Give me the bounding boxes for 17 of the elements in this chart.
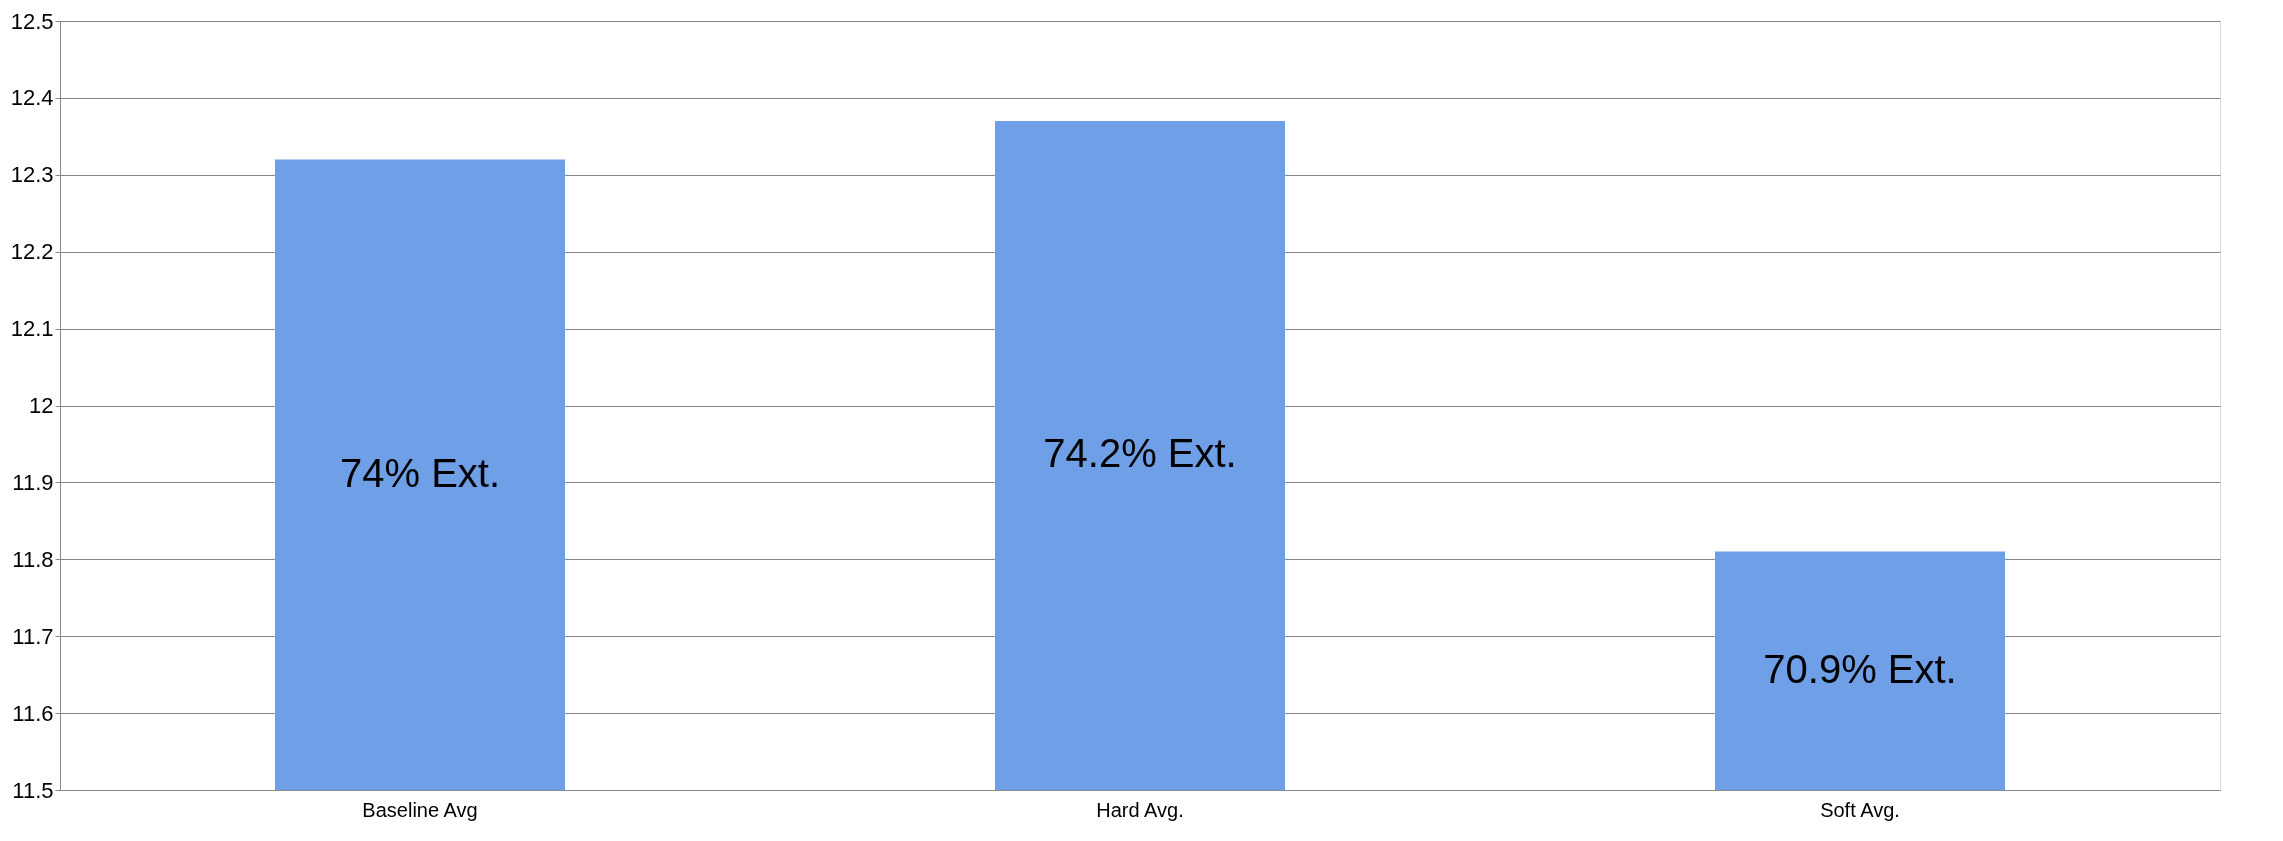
annotation: 70.9% Ext. (1763, 646, 1957, 691)
y-tick-label: 12.1 (10, 316, 54, 342)
y-tick-label: 12.5 (10, 8, 54, 34)
y-tick-label: 11.6 (12, 700, 54, 726)
y-tick-label: 12.4 (10, 85, 54, 111)
annotation: 74% Ext. (339, 450, 501, 495)
x-tick-label: Hard Avg. (1096, 798, 1184, 821)
y-tick-label: 11.9 (12, 469, 54, 495)
y-tick-label: 12 (29, 393, 54, 418)
y-tick-label: 11.8 (12, 546, 54, 572)
y-tick-label: 12.3 (10, 162, 54, 188)
y-tick-label: 11.7 (12, 623, 54, 649)
annotation: 74.2% Ext. (1043, 431, 1237, 476)
y-tick-label: 11.5 (12, 777, 54, 803)
x-tick-label: Soft Avg. (1820, 798, 1900, 821)
x-tick-label: Baseline Avg (362, 798, 478, 821)
y-tick-label: 12.2 (10, 239, 54, 265)
